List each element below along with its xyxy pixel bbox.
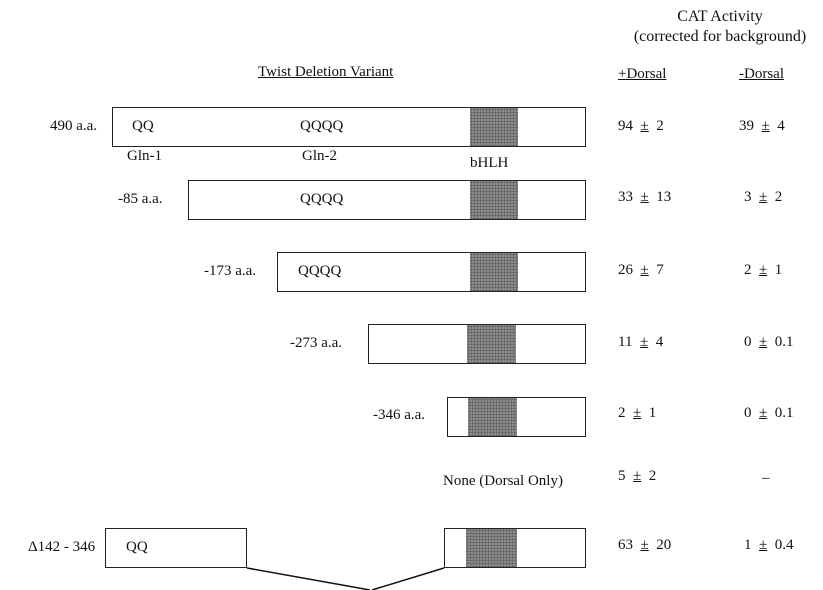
value: 2 [618, 405, 626, 421]
plus-dorsal-value: 26 ± 7 [618, 262, 664, 279]
qqqq-label: QQQQ [300, 118, 344, 134]
plus-minus: ± [640, 262, 649, 278]
row-label: Δ142 - 346 [28, 539, 96, 555]
protein-bar-n-term [105, 528, 247, 568]
value: 11 [618, 334, 633, 350]
error: 0.1 [774, 405, 794, 421]
twist-deletion-variant-heading: Twist Deletion Variant [258, 64, 394, 80]
minus-dorsal-value: 0 ± 0.1 [744, 405, 793, 422]
plus-minus: ± [639, 334, 649, 350]
row-label: -346 a.a. [373, 407, 426, 423]
plus-minus: ± [759, 189, 768, 205]
minus-dorsal-value: 39 ± 4 [739, 118, 785, 135]
value: 0 [744, 405, 752, 421]
error: 2 [774, 189, 783, 205]
plus-minus: ± [759, 334, 768, 350]
value: 2 [744, 262, 752, 278]
plus-dorsal-heading: +Dorsal [618, 66, 667, 82]
qqqq-label: QQQQ [300, 191, 344, 207]
error: 1 [774, 262, 783, 278]
minus-dorsal-dash: – [762, 470, 770, 486]
plus-dorsal-value: 2 ± 1 [618, 405, 656, 422]
plus-dorsal-value: 94 ± 2 [618, 118, 664, 135]
bhlh-domain [470, 108, 518, 146]
minus-dorsal-value: 1 ± 0.4 [744, 537, 793, 554]
error: 4 [777, 118, 785, 134]
error: 13 [656, 189, 672, 205]
bhlh-domain [470, 253, 518, 291]
error: 1 [648, 405, 657, 421]
row-label: 490 a.a. [50, 118, 98, 134]
value: 1 [744, 537, 752, 553]
error: 4 [655, 334, 664, 350]
value: 33 [618, 189, 633, 205]
bhlh-domain [467, 325, 516, 363]
plus-minus: ± [759, 262, 768, 278]
minus-dorsal-value: 2 ± 1 [744, 262, 782, 279]
cat-activity-title: CAT Activity [677, 8, 763, 25]
row-label: None (Dorsal Only) [443, 473, 563, 489]
plus-dorsal-value: 33 ± 13 [618, 189, 671, 206]
plus-minus: ± [761, 118, 770, 134]
plus-minus: ± [640, 189, 649, 205]
value: 0 [744, 334, 752, 350]
row-label: -85 a.a. [118, 191, 163, 207]
bhlh-domain [470, 181, 518, 219]
minus-dorsal-value: 0 ± 0.1 [744, 334, 793, 351]
gln2-label: Gln-2 [302, 148, 337, 164]
plus-minus: ± [640, 118, 649, 134]
minus-dorsal-heading: -Dorsal [739, 66, 784, 82]
bhlh-domain [466, 529, 517, 567]
cat-activity-subtitle: (corrected for background) [633, 28, 807, 45]
qq-label: QQ [126, 539, 148, 555]
plus-minus: ± [759, 405, 768, 421]
value: 94 [618, 118, 633, 134]
bhlh-label: bHLH [470, 155, 509, 171]
row-label: -173 a.a. [204, 263, 257, 279]
qq-label: QQ [132, 118, 154, 134]
value: 5 [618, 468, 626, 484]
error: 2 [656, 118, 664, 134]
row-label: -273 a.a. [290, 335, 343, 351]
plus-minus: ± [633, 405, 642, 421]
value: 3 [744, 189, 752, 205]
plus-dorsal-value: 5 ± 2 [618, 468, 656, 485]
qqqq-label: QQQQ [298, 263, 342, 279]
error: 7 [656, 262, 664, 278]
error: 20 [656, 537, 672, 553]
value: 26 [618, 262, 633, 278]
plus-minus: ± [633, 468, 642, 484]
error: 0.4 [774, 537, 794, 553]
bhlh-domain [468, 398, 517, 436]
minus-dorsal-value: 3 ± 2 [744, 189, 782, 206]
plus-dorsal-value: 11 ± 4 [618, 334, 663, 351]
gln1-label: Gln-1 [127, 148, 162, 164]
protein-bar-del85 [188, 180, 586, 220]
protein-bar-del173 [277, 252, 586, 292]
error: 0.1 [774, 334, 794, 350]
error: 2 [648, 468, 657, 484]
plus-dorsal-value: 63 ± 20 [618, 537, 671, 554]
plus-minus: ± [640, 537, 649, 553]
value: 39 [739, 118, 754, 134]
plus-minus: ± [759, 537, 768, 553]
value: 63 [618, 537, 633, 553]
